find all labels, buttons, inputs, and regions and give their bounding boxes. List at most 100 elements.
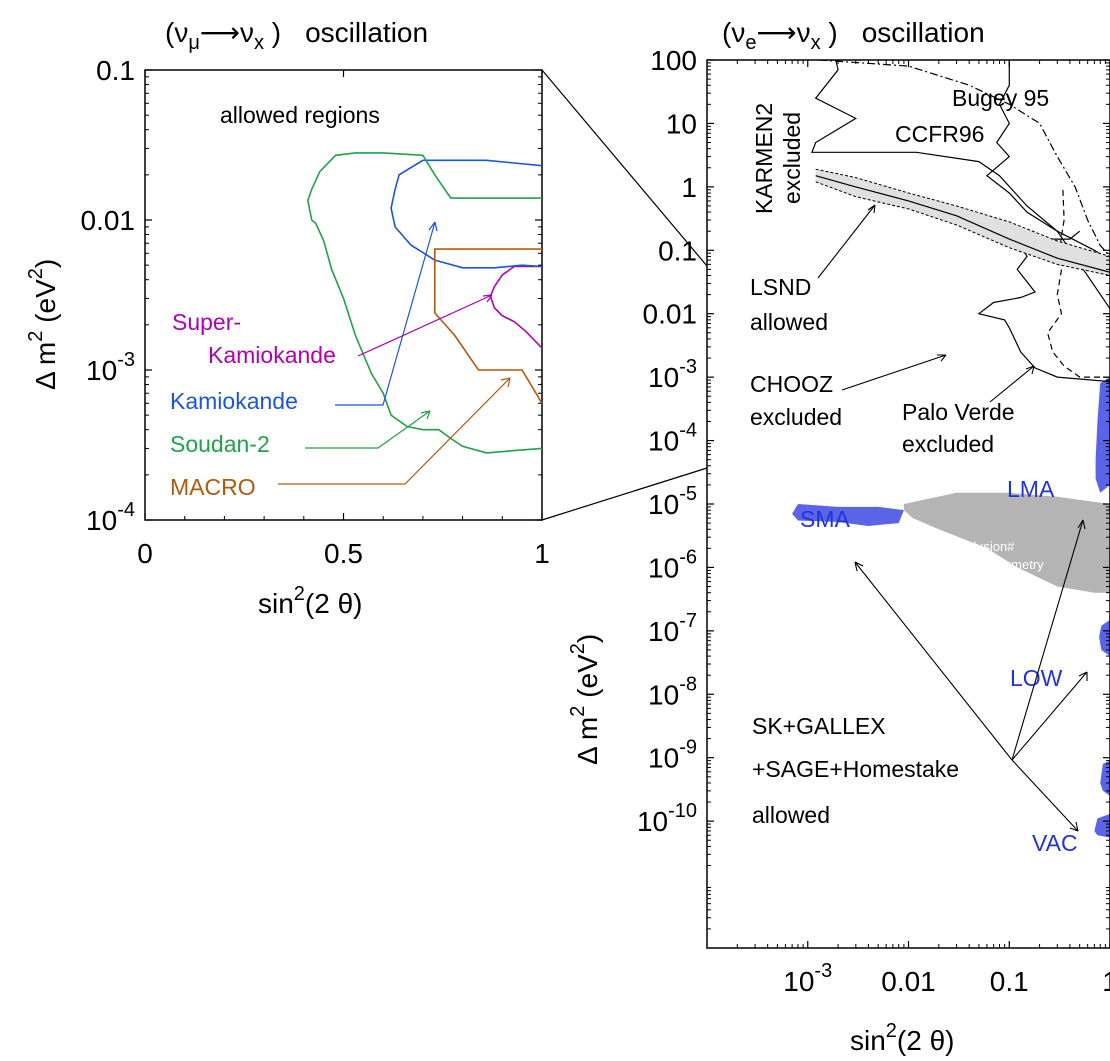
series-macro — [434, 248, 542, 404]
right-xtick-label: 10-3 — [783, 960, 832, 997]
leader-solar-lma — [1011, 519, 1084, 761]
leader-palo — [989, 365, 1035, 403]
left-ytick-label: 0.01 — [81, 205, 136, 236]
region-vac — [1100, 760, 1110, 796]
region-sma — [792, 504, 904, 526]
leader-solar-vac-head — [1069, 821, 1079, 832]
label-kamiokande: Kamiokande — [170, 388, 298, 414]
left-annotation: allowed regions — [220, 102, 380, 128]
label-karmen-1: KARMEN2 — [751, 103, 777, 214]
arrow-soudan2 — [305, 410, 431, 449]
left-panel: (νμ⟶νx ) oscillation 0.1 0.01 10-3 10-40 0.5 1… — [25, 17, 550, 619]
label-solar-3: allowed — [752, 802, 830, 828]
left-ytick-label: 10-4 — [86, 499, 135, 536]
leader-solar-sma — [854, 561, 1013, 761]
label-karmen-2: excluded — [779, 112, 805, 204]
region-superk-exclusion — [903, 492, 1110, 593]
right-xtick-label: 0.1 — [990, 966, 1029, 997]
label-superk-excl-1: SuperK exclusion# — [906, 539, 1015, 554]
right-ylabel: Δ m2 (eV2) — [567, 634, 603, 765]
right-xlabel: sin2(2 θ) — [850, 1020, 955, 1056]
leader-solar-lma-head — [1077, 519, 1086, 530]
right-ytick-label: 0.01 — [643, 299, 698, 330]
label-chooz-2: excluded — [750, 404, 842, 430]
leader-solar-sma-head — [854, 561, 864, 572]
label-macro: MACRO — [170, 474, 256, 500]
left-ytick-label: 10-3 — [86, 349, 135, 386]
arrow-soudan2-head — [420, 410, 431, 420]
right-ytick-label: 10-4 — [648, 420, 697, 457]
right-series — [811, 60, 1110, 383]
arrow-superk — [357, 294, 493, 357]
left-xtick-label: 0.5 — [324, 538, 363, 569]
leader-palo-head — [1025, 365, 1035, 375]
region-lma — [1095, 377, 1110, 493]
left-xtick-label: 0 — [137, 538, 153, 569]
label-superk-2: Kamiokande — [208, 342, 336, 368]
right-ytick-label: 100 — [650, 45, 697, 76]
label-palo-2: excluded — [902, 431, 994, 457]
right-axis-ticks — [707, 59, 1110, 948]
right-ytick-label: 10-8 — [648, 673, 697, 710]
label-bugey: Bugey 95 — [952, 85, 1049, 111]
left-leader-arrows — [278, 221, 511, 485]
series-soudan-2 — [306, 152, 542, 454]
right-ytick-label: 10-10 — [637, 800, 697, 837]
right-ytick-label: 10 — [666, 108, 697, 139]
right-ytick-label: 10-5 — [648, 483, 697, 520]
zoom-line-top — [541, 69, 708, 267]
series-palo-verde — [1046, 186, 1110, 378]
right-title: (νe⟶νx ) oscillation — [722, 17, 985, 54]
arrow-kamiokande-head — [428, 221, 438, 232]
right-ytick-label: 10-6 — [648, 546, 697, 583]
left-ytick-label: 0.1 — [96, 55, 135, 86]
right-xtick-label: 0.01 — [881, 966, 936, 997]
arrow-macro-head — [500, 377, 511, 388]
right-tick-labels: 100 10 1 0.1 0.01 10-3 10-4 10-5 10-6 10-7 10-8 10-… — [637, 45, 1110, 997]
left-tick-labels: 0.1 0.01 10-3 10-40 0.5 1 — [81, 55, 550, 569]
right-ytick-label: 0.1 — [658, 235, 697, 266]
series-super-kamiokande — [489, 265, 542, 349]
series-lsnd — [815, 175, 1110, 273]
label-superk-excl-2: day-night asymmetry — [923, 557, 1044, 572]
left-title: (νμ⟶νx ) oscillation — [165, 17, 428, 54]
left-series — [306, 152, 542, 454]
label-solar-2: +SAGE+Homestake — [752, 756, 959, 782]
leader-chooz — [841, 354, 947, 391]
leader-solar-vac — [1011, 759, 1079, 832]
right-ytick-label: 10-7 — [648, 610, 697, 647]
leader-solar-low — [1011, 671, 1088, 761]
right-xtick-label: 1 — [1102, 966, 1110, 997]
right-ytick-label: 1 — [681, 172, 697, 203]
label-lsnd-2: allowed — [750, 309, 828, 335]
leader-chooz-head — [937, 354, 947, 362]
region-vac2 — [1094, 813, 1110, 838]
arrow-macro — [278, 377, 511, 485]
label-superk-1: Super- — [172, 309, 241, 335]
label-lma: LMA — [1007, 476, 1055, 502]
left-xtick-label: 1 — [534, 538, 550, 569]
right-ytick-label: 10-3 — [648, 356, 697, 393]
left-xlabel: sin2(2 θ) — [258, 583, 363, 619]
right-regions — [792, 377, 1110, 838]
label-vac: VAC — [1032, 830, 1078, 856]
series-ccfr96 — [985, 60, 1110, 310]
right-leader-lines — [817, 204, 1088, 832]
arrow-superk-head — [482, 294, 493, 303]
series-kamiokande — [390, 159, 542, 269]
series-lsnd-band — [815, 169, 1110, 276]
label-chooz-1: CHOOZ — [750, 371, 833, 397]
label-palo-1: Palo Verde — [902, 399, 1015, 425]
right-panel: (νe⟶νx ) oscillation 100 10 1 0.1 0.01 10-3 10-… — [567, 17, 1110, 1056]
zoom-line-bottom — [541, 467, 708, 521]
label-soudan2: Soudan-2 — [170, 431, 270, 457]
series-lsnd-upper — [815, 168, 1110, 257]
series-bugey-95 — [819, 60, 1110, 257]
label-sma: SMA — [800, 506, 851, 532]
series-lsnd-lower — [815, 181, 1110, 276]
leader-lsnd — [817, 204, 876, 279]
label-solar-1: SK+GALLEX — [752, 713, 886, 739]
label-lsnd-1: LSND — [750, 274, 811, 300]
arrow-kamiokande — [335, 221, 436, 406]
zoom-connectors — [541, 69, 708, 521]
